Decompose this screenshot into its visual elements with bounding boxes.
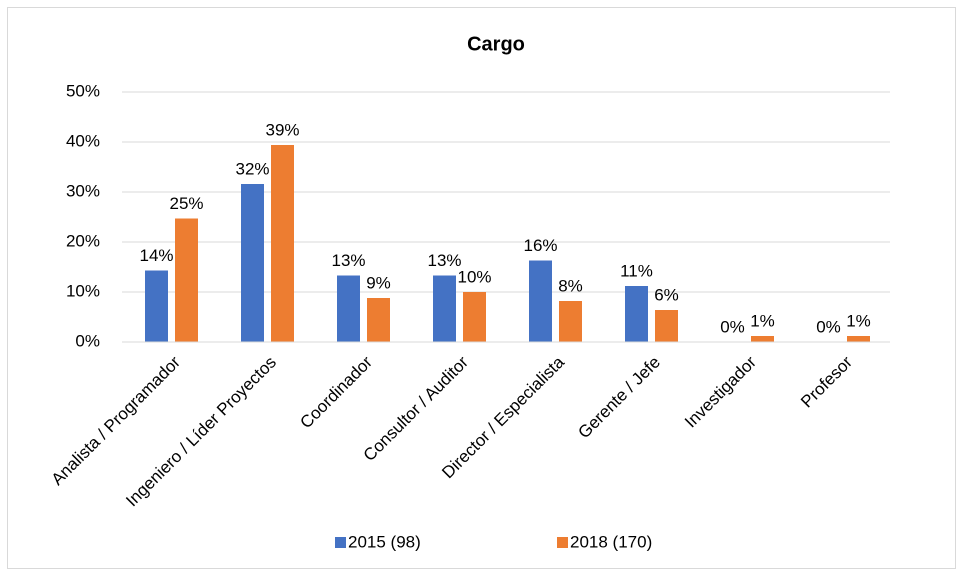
bar xyxy=(175,218,198,342)
bar xyxy=(625,286,648,342)
legend-swatch xyxy=(557,537,568,548)
y-tick-label: 50% xyxy=(66,81,100,100)
data-label: 32% xyxy=(235,159,269,178)
bar xyxy=(463,292,486,342)
bar xyxy=(271,145,294,342)
data-label: 13% xyxy=(331,251,365,270)
bar xyxy=(145,270,168,342)
data-label: 25% xyxy=(169,194,203,213)
data-label: 13% xyxy=(427,251,461,270)
legend-label: 2015 (98) xyxy=(348,532,421,551)
data-label: 8% xyxy=(558,276,583,295)
y-tick-label: 0% xyxy=(75,331,100,350)
bar xyxy=(655,310,678,342)
y-tick-label: 20% xyxy=(66,231,100,250)
y-tick-label: 30% xyxy=(66,181,100,200)
legend-swatch xyxy=(335,537,346,548)
bar xyxy=(367,298,390,342)
bar xyxy=(241,184,264,342)
data-label: 0% xyxy=(720,317,745,336)
chart-title: Cargo xyxy=(467,33,525,55)
data-label: 16% xyxy=(523,236,557,255)
bar xyxy=(751,336,774,342)
bar xyxy=(433,275,456,342)
y-tick-label: 10% xyxy=(66,281,100,300)
bar xyxy=(847,336,870,342)
data-label: 11% xyxy=(620,261,653,280)
data-label: 39% xyxy=(265,120,299,139)
legend-label: 2018 (170) xyxy=(570,532,652,551)
bar xyxy=(529,260,552,342)
data-label: 10% xyxy=(457,267,491,286)
data-label: 0% xyxy=(816,317,841,336)
data-label: 1% xyxy=(750,311,775,330)
data-label: 6% xyxy=(654,285,679,304)
bar xyxy=(337,275,360,342)
y-tick-label: 40% xyxy=(66,131,100,150)
data-label: 9% xyxy=(366,273,391,292)
data-label: 14% xyxy=(139,246,173,265)
data-label: 1% xyxy=(846,311,871,330)
bar xyxy=(559,301,582,342)
